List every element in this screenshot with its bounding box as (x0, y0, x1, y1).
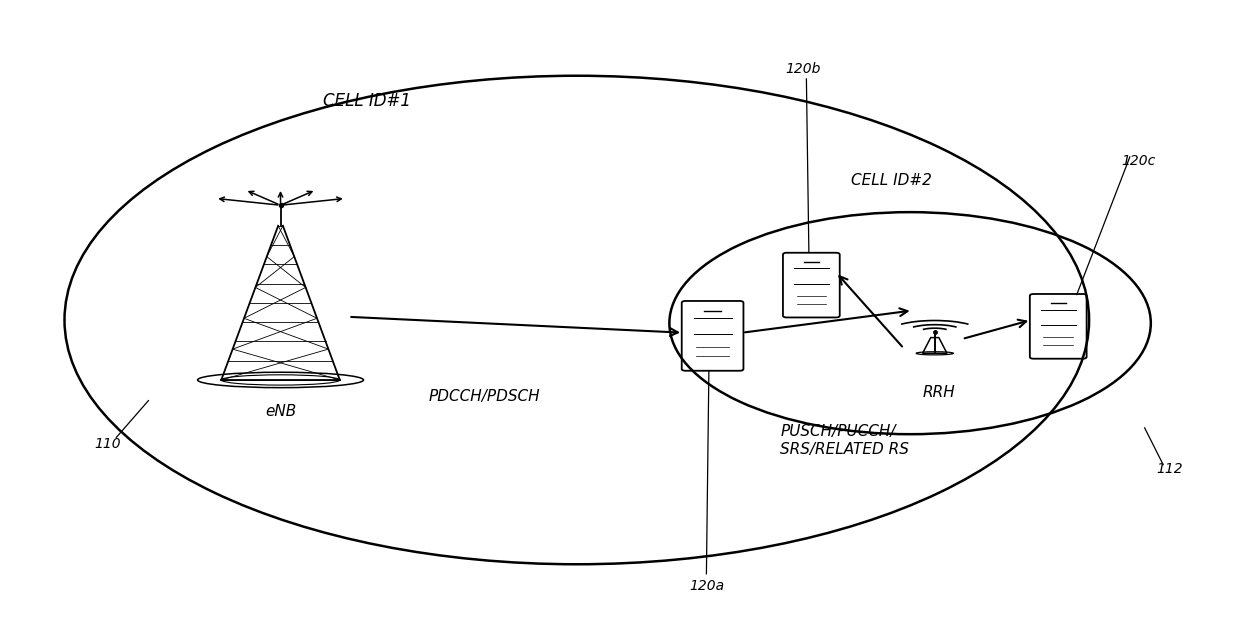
Text: PDCCH/PDSCH: PDCCH/PDSCH (428, 388, 541, 404)
Text: 110: 110 (94, 436, 122, 451)
Text: 120c: 120c (1121, 154, 1156, 168)
Text: CELL ID#1: CELL ID#1 (322, 92, 410, 110)
Text: RRH: RRH (923, 385, 955, 401)
Text: eNB: eNB (265, 404, 296, 419)
Text: PUSCH/PUCCH/
SRS/RELATED RS: PUSCH/PUCCH/ SRS/RELATED RS (780, 424, 909, 457)
Text: 120b: 120b (785, 62, 821, 76)
Text: 112: 112 (1156, 462, 1183, 476)
Text: 120a: 120a (689, 579, 724, 593)
Text: CELL ID#2: CELL ID#2 (851, 173, 932, 188)
